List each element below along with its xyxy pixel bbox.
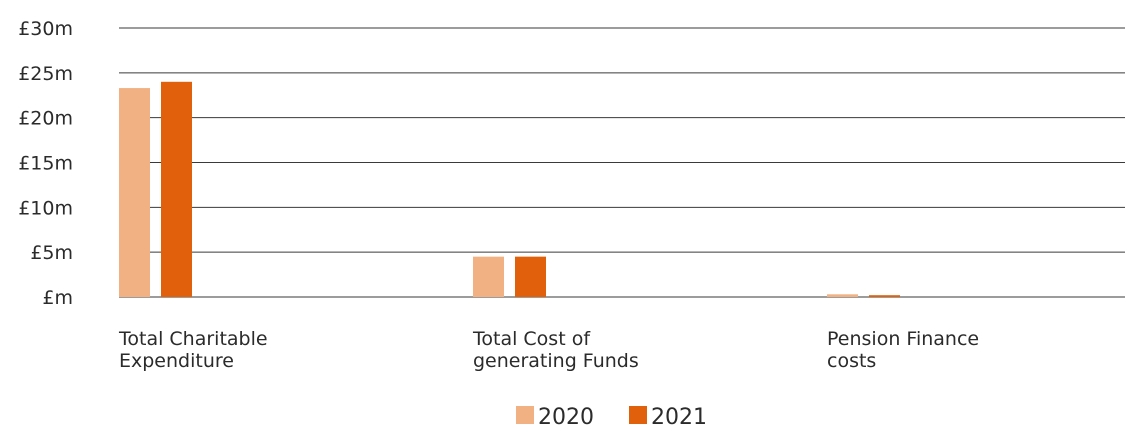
y-tick-label: £m <box>42 287 73 309</box>
bar <box>161 81 192 297</box>
y-tick-label: £25m <box>18 63 73 85</box>
y-axis-tick-labels: £m £5m £10m £15m £20m £25m £30m <box>18 18 73 309</box>
legend-label: 2021 <box>651 405 707 430</box>
category-label: Expenditure <box>119 350 234 372</box>
bar <box>515 256 546 297</box>
bar <box>473 256 504 297</box>
bar <box>869 295 900 297</box>
category-label: generating Funds <box>473 350 639 372</box>
y-tick-label: £10m <box>18 197 73 219</box>
y-tick-label: £30m <box>18 18 73 40</box>
category-label: Total Charitable <box>118 328 268 350</box>
legend: 2020 2021 <box>516 405 707 430</box>
category-label: Pension Finance <box>827 328 979 350</box>
bar <box>827 294 858 297</box>
legend-label: 2020 <box>538 405 594 430</box>
category-label: costs <box>827 350 876 372</box>
bars <box>119 81 900 298</box>
legend-swatch <box>516 406 534 424</box>
y-tick-label: £20m <box>18 108 73 130</box>
legend-swatch <box>629 406 647 424</box>
gridlines <box>119 27 1125 298</box>
y-tick-label: £5m <box>30 242 73 264</box>
bar <box>119 88 150 298</box>
y-tick-label: £15m <box>18 153 73 175</box>
category-label: Total Cost of <box>472 328 591 350</box>
